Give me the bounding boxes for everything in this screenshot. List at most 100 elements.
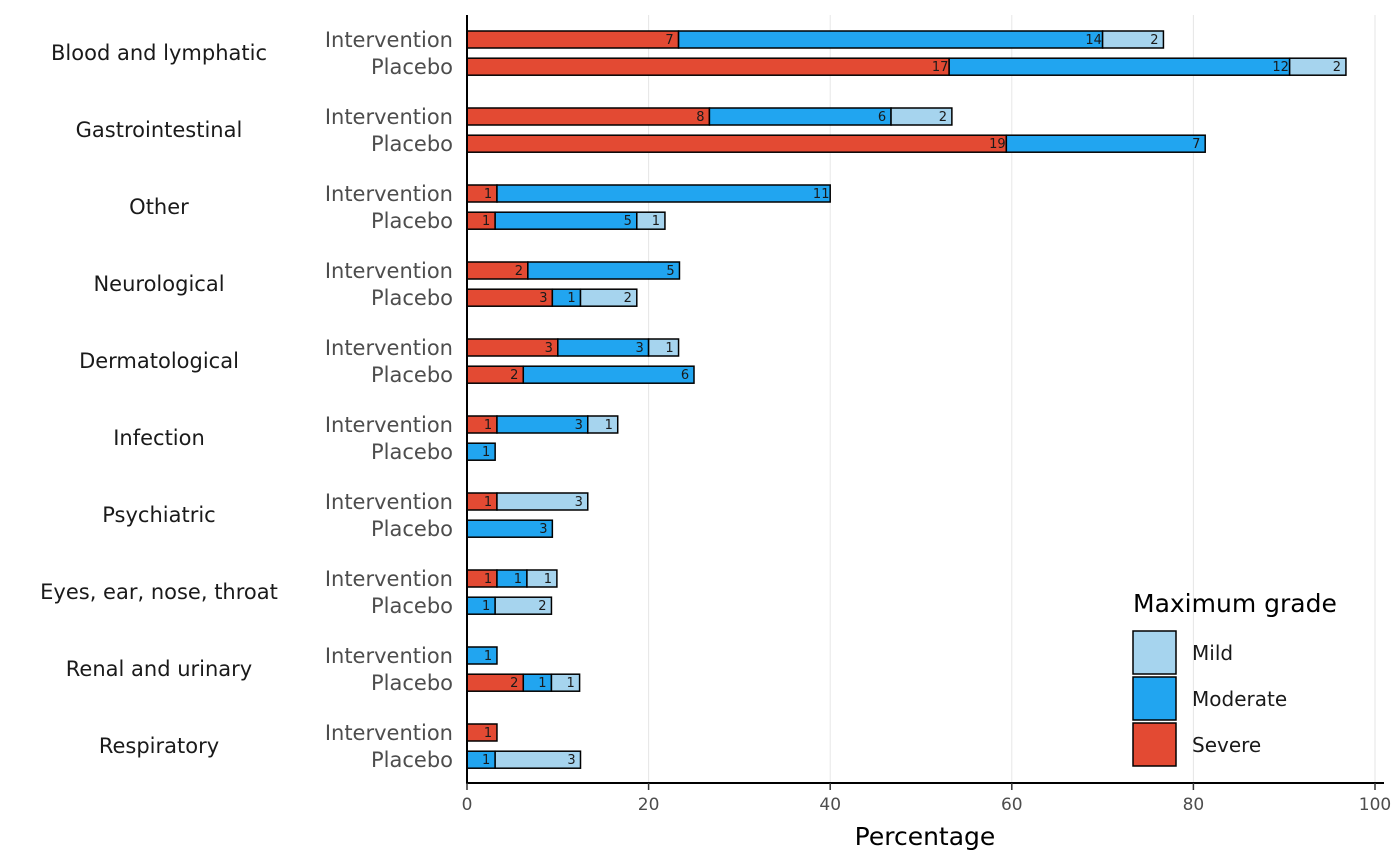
bar-count-label: 17 <box>932 60 949 75</box>
arm-label: Intervention <box>325 105 453 129</box>
bar-count-label: 5 <box>666 264 674 279</box>
bar-count-label: 3 <box>539 522 547 537</box>
arm-label: Placebo <box>371 132 453 156</box>
category-label: Gastrointestinal <box>76 118 243 142</box>
bar-count-label: 5 <box>624 214 632 229</box>
arm-label: Placebo <box>371 517 453 541</box>
x-ticks: 0 20 40 60 80 100 <box>462 783 1391 815</box>
bar-segment-mild <box>494 750 582 769</box>
bar-count-label: 1 <box>484 649 492 664</box>
bar-segment-moderate <box>466 646 498 665</box>
bar-segment-moderate <box>496 569 528 588</box>
bar-count-label: 6 <box>878 110 886 125</box>
bar-segment-mild <box>494 596 553 615</box>
bar-count-label: 6 <box>681 368 689 383</box>
arm-label: Intervention <box>325 28 453 52</box>
bar-count-label: 7 <box>665 33 673 48</box>
y-labels: Blood and lymphatic Intervention Placebo Ga… <box>40 28 453 772</box>
bar-segment-mild <box>1288 57 1347 76</box>
bar-count-label: 7 <box>1192 137 1200 152</box>
bar-count-label: 1 <box>484 187 492 202</box>
arm-label: Intervention <box>325 490 453 514</box>
bar-count-label: 2 <box>624 291 632 306</box>
legend-key-moderate <box>1132 676 1177 721</box>
bar-count-label: 1 <box>482 599 490 614</box>
bar-count-label: 1 <box>482 753 490 768</box>
bar-count-label: 8 <box>696 110 704 125</box>
bar-segment-severe <box>466 415 498 434</box>
bar-count-label: 19 <box>989 137 1006 152</box>
bar-segment-severe <box>466 107 711 126</box>
bar-count-label: 1 <box>482 214 490 229</box>
bar-segment-severe <box>466 492 498 511</box>
bar-count-label: 1 <box>567 291 575 306</box>
category-label: Eyes, ear, nose, throat <box>40 580 278 604</box>
bar-segment-moderate <box>677 30 1104 49</box>
category-label: Psychiatric <box>102 503 215 527</box>
legend: Maximum grade Mild Moderate Severe <box>1132 589 1337 767</box>
legend-label-moderate: Moderate <box>1192 687 1287 711</box>
arm-label: Placebo <box>371 594 453 618</box>
bar-segment-mild <box>526 569 558 588</box>
bar-count-label: 2 <box>510 676 518 691</box>
category-label: Dermatological <box>79 349 239 373</box>
bar-count-label: 1 <box>538 676 546 691</box>
arm-label: Placebo <box>371 363 453 387</box>
bar-segment-moderate <box>1005 134 1206 153</box>
bar-count-label: 1 <box>665 341 673 356</box>
category-label: Blood and lymphatic <box>51 41 267 65</box>
legend-title: Maximum grade <box>1133 589 1337 618</box>
bar-count-label: 2 <box>515 264 523 279</box>
bar-count-label: 1 <box>484 418 492 433</box>
bar-segment-mild <box>890 107 953 126</box>
bar-count-label: 3 <box>575 418 583 433</box>
bar-segment-severe <box>466 723 498 742</box>
bar-count-label: 1 <box>484 726 492 741</box>
bar-count-label: 14 <box>1085 33 1102 48</box>
x-tick-label: 0 <box>462 795 473 815</box>
category-label: Neurological <box>93 272 224 296</box>
x-tick-label: 60 <box>1001 795 1023 815</box>
x-tick-label: 100 <box>1359 795 1391 815</box>
bar-count-label: 3 <box>635 341 643 356</box>
legend-key-mild <box>1132 630 1177 675</box>
category-label: Respiratory <box>99 734 219 758</box>
bar-count-label: 3 <box>539 291 547 306</box>
x-tick-label: 40 <box>819 795 841 815</box>
bar-segment-mild <box>496 492 589 511</box>
bar-segment-severe <box>466 184 498 203</box>
bar-count-label: 1 <box>652 214 660 229</box>
arm-label: Intervention <box>325 721 453 745</box>
bar-count-label: 2 <box>538 599 546 614</box>
bar-count-label: 1 <box>605 418 613 433</box>
arm-label: Placebo <box>371 55 453 79</box>
gridlines <box>648 15 1376 783</box>
bar-count-label: 1 <box>484 572 492 587</box>
bar-count-label: 3 <box>567 753 575 768</box>
bar-segment-mild <box>1101 30 1165 49</box>
x-tick-label: 80 <box>1183 795 1205 815</box>
bar-segment-moderate <box>527 261 681 280</box>
bars: 7 14 217 12 28 6 219 71 111 5 12 53 1 23 3 12 61 3 111 331 1… <box>466 30 1347 769</box>
bar-count-label: 1 <box>514 572 522 587</box>
arm-label: Intervention <box>325 413 453 437</box>
bar-count-label: 2 <box>939 110 947 125</box>
x-tick-label: 20 <box>638 795 660 815</box>
bar-segment-severe <box>466 57 950 76</box>
category-label: Infection <box>113 426 205 450</box>
bar-segment-mild <box>579 288 638 307</box>
arm-label: Placebo <box>371 748 453 772</box>
arm-label: Intervention <box>325 259 453 283</box>
bar-count-label: 1 <box>482 445 490 460</box>
bar-segment-moderate <box>948 57 1291 76</box>
bar-segment-severe <box>466 134 1008 153</box>
arm-label: Placebo <box>371 671 453 695</box>
bar-segment-moderate <box>496 184 831 203</box>
arm-label: Intervention <box>325 182 453 206</box>
legend-label-mild: Mild <box>1192 641 1233 665</box>
x-axis-title: Percentage <box>855 822 996 851</box>
bar-count-label: 1 <box>566 676 574 691</box>
bar-segment-mild <box>647 338 680 357</box>
bar-count-label: 3 <box>545 341 553 356</box>
